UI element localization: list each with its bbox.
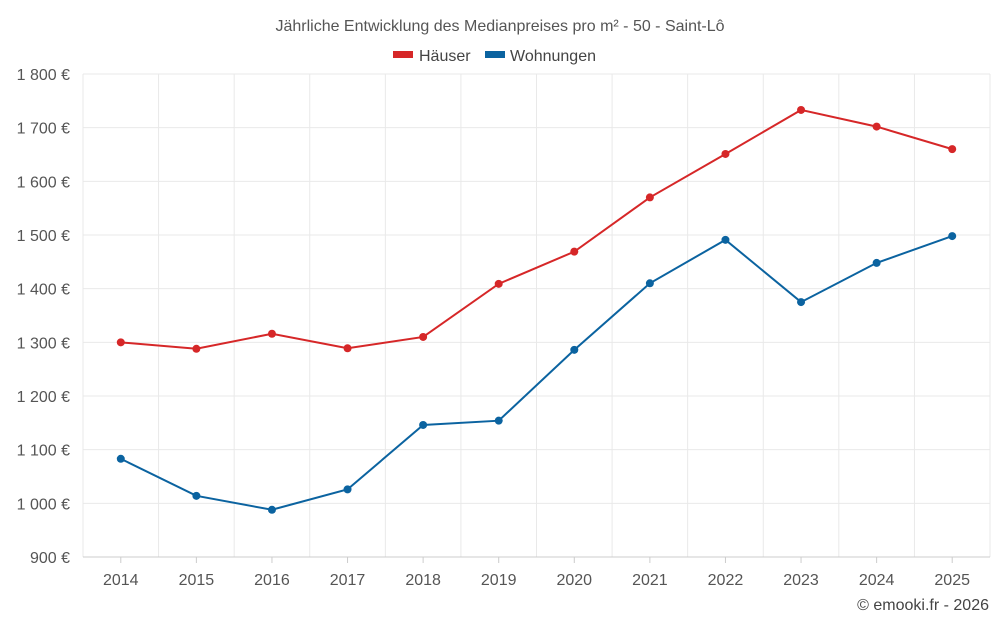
data-point[interactable]: [494, 416, 503, 425]
data-point[interactable]: [343, 344, 352, 353]
y-tick-label: 1 200 €: [17, 389, 70, 406]
data-point[interactable]: [721, 149, 730, 158]
data-point[interactable]: [797, 105, 806, 114]
data-point[interactable]: [419, 420, 428, 429]
x-tick-label: 2015: [179, 572, 215, 589]
data-point[interactable]: [494, 279, 503, 288]
data-point[interactable]: [267, 329, 276, 338]
data-point[interactable]: [116, 454, 125, 463]
series-line-0: [120, 108, 953, 350]
data-point[interactable]: [948, 232, 957, 241]
data-point[interactable]: [343, 485, 352, 494]
data-point[interactable]: [419, 332, 428, 341]
y-axis: 900 € 1 000 € 1 100 € 1 200 € 1 300 € 1 400 €…: [17, 67, 70, 567]
y-tick-label: 1 000 €: [17, 496, 70, 513]
y-tick-label: 1 800 €: [17, 67, 70, 84]
legend: Häuser Wohnungen: [393, 48, 596, 65]
x-tick-label: 2018: [405, 572, 441, 589]
legend-swatch: [393, 51, 413, 58]
data-point[interactable]: [872, 258, 881, 267]
data-point[interactable]: [797, 298, 806, 307]
legend-swatch: [485, 51, 505, 58]
series-group: [116, 105, 957, 514]
y-tick-label: 1 100 €: [17, 443, 70, 460]
x-tick-label: 2014: [103, 572, 139, 589]
legend-label[interactable]: Häuser: [419, 48, 471, 65]
data-point[interactable]: [570, 247, 579, 256]
y-tick-label: 1 400 €: [17, 282, 70, 299]
data-point[interactable]: [948, 145, 957, 154]
x-tick-label: 2024: [859, 572, 895, 589]
x-tick-label: 2025: [934, 572, 970, 589]
y-tick-label: 1 700 €: [17, 121, 70, 138]
x-tick-label: 2021: [632, 572, 668, 589]
series-line-1: [120, 235, 953, 511]
x-tick-label: 2020: [556, 572, 592, 589]
y-tick-label: 1 600 €: [17, 174, 70, 191]
data-point[interactable]: [267, 505, 276, 514]
y-tick-label: 900 €: [30, 550, 70, 567]
x-tick-label: 2019: [481, 572, 517, 589]
grid-lines: [82, 73, 991, 557]
y-tick-label: 1 300 €: [17, 335, 70, 352]
chart-title: Jährliche Entwicklung des Medianpreises …: [275, 18, 724, 35]
data-point[interactable]: [645, 279, 654, 288]
x-tick-label: 2022: [708, 572, 744, 589]
x-tick-label: 2017: [330, 572, 366, 589]
data-point[interactable]: [645, 193, 654, 202]
legend-label[interactable]: Wohnungen: [510, 48, 596, 65]
y-tick-label: 1 500 €: [17, 228, 70, 245]
x-axis: 2014 2015 2016 2017 2018 2019 2020 2021 2022 2023…: [83, 556, 990, 589]
credit-label: © emooki.fr - 2026: [857, 597, 989, 614]
data-point[interactable]: [116, 338, 125, 347]
data-point[interactable]: [721, 235, 730, 244]
data-point[interactable]: [192, 344, 201, 353]
data-point[interactable]: [570, 345, 579, 354]
x-tick-label: 2023: [783, 572, 819, 589]
x-tick-label: 2016: [254, 572, 290, 589]
data-point[interactable]: [192, 491, 201, 500]
data-point[interactable]: [872, 122, 881, 131]
